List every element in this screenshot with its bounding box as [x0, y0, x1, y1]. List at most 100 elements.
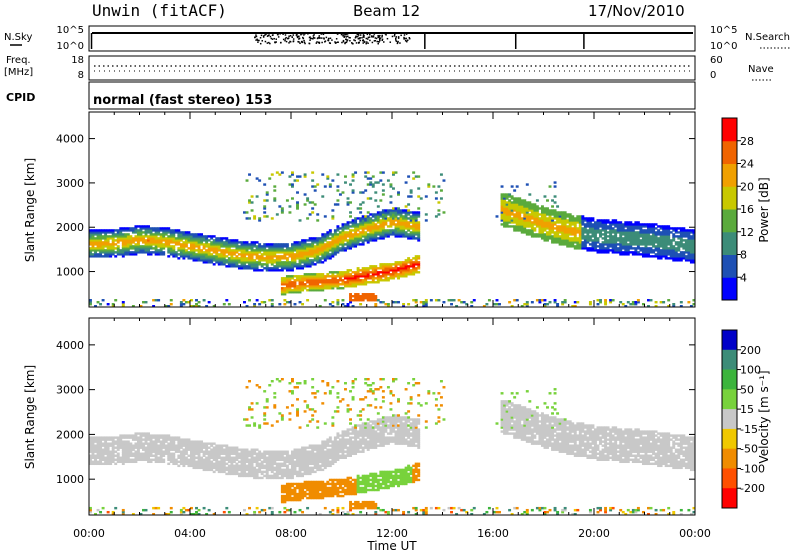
power-cell	[687, 237, 691, 240]
power-cell	[298, 281, 302, 284]
power-cell	[273, 255, 277, 258]
power-cell	[386, 303, 390, 306]
power-cell	[530, 235, 534, 238]
power-cell	[197, 251, 201, 254]
power-cell	[265, 251, 269, 254]
power-cell	[326, 243, 330, 246]
velocity-cell	[119, 436, 123, 439]
power-cell	[311, 249, 315, 252]
velocity-cell	[134, 452, 138, 455]
power-cell	[265, 261, 269, 264]
power-cell	[402, 275, 406, 278]
power-cell	[89, 303, 92, 306]
power-cell	[404, 219, 408, 222]
power-cell	[624, 221, 628, 224]
power-cell	[230, 251, 234, 254]
power-cell	[109, 229, 113, 232]
power-cell	[588, 239, 592, 242]
velocity-cell	[192, 460, 196, 464]
power-cell	[384, 217, 388, 220]
power-cell	[546, 213, 549, 216]
power-cell	[182, 257, 186, 260]
velocity-cell	[106, 460, 110, 464]
velocity-cell	[162, 454, 166, 457]
power-cell	[333, 279, 337, 282]
power-cell	[328, 303, 332, 306]
power-cell	[626, 249, 630, 252]
power-cell	[232, 263, 236, 266]
power-cell	[142, 225, 145, 228]
power-cell	[316, 277, 320, 280]
power-cell	[116, 247, 120, 250]
power-cell	[280, 207, 284, 210]
power-cell	[124, 251, 128, 254]
velocity-cell	[89, 508, 92, 512]
velocity-cell	[227, 464, 231, 468]
power-cell	[369, 275, 373, 278]
power-cell	[288, 285, 292, 288]
nsky-point	[282, 33, 284, 35]
power-cell	[356, 241, 360, 244]
velocity-cell	[210, 442, 214, 445]
velocity-cell	[167, 444, 171, 447]
velocity-cell	[248, 460, 251, 464]
power-cell	[205, 249, 209, 252]
power-cell	[220, 255, 224, 258]
power-cell	[535, 299, 539, 302]
power-cell	[369, 281, 373, 284]
power-cell	[152, 237, 156, 240]
power-cell	[222, 241, 226, 244]
power-cell	[578, 235, 582, 238]
power-cell	[109, 251, 113, 254]
power-cell	[631, 233, 635, 236]
power-cell	[359, 225, 363, 228]
power-cell	[154, 249, 158, 252]
power-cell	[397, 213, 400, 216]
velocity-cell	[119, 442, 123, 445]
nsky-point	[259, 42, 262, 45]
power-cell	[644, 225, 648, 228]
power-cell	[346, 285, 350, 288]
velocity-cell	[225, 444, 229, 447]
velocity-cell	[184, 448, 188, 451]
nsky-point	[321, 37, 323, 39]
power-cell	[664, 251, 668, 254]
velocity-cell	[260, 462, 264, 466]
power-cell	[503, 197, 507, 200]
power-cell	[679, 251, 683, 254]
power-cell	[672, 257, 676, 260]
power-cell	[505, 215, 509, 218]
nsky-point	[282, 38, 285, 41]
power-cell	[684, 247, 688, 250]
power-cell	[389, 269, 393, 272]
velocity-cell	[222, 450, 226, 453]
velocity-cell	[260, 454, 264, 457]
power-cell	[331, 271, 335, 274]
power-cell	[283, 245, 287, 248]
power-cell	[540, 233, 544, 236]
velocity-cell	[164, 450, 168, 453]
power-cell	[344, 271, 347, 274]
power-cell	[624, 237, 628, 240]
velocity-cell	[157, 444, 161, 447]
power-cell	[563, 211, 567, 214]
velocity-cell	[230, 452, 234, 455]
power-cell	[470, 301, 474, 304]
power-cell	[414, 269, 418, 272]
power-cell	[270, 251, 274, 254]
power-cell	[296, 279, 299, 282]
velocity-cell	[263, 414, 267, 417]
power-cell	[296, 257, 299, 260]
power-cell	[248, 255, 251, 258]
power-cell	[303, 273, 307, 276]
power-cell	[263, 253, 267, 256]
power-cell	[533, 229, 537, 232]
power-cell	[374, 273, 378, 276]
nsky-point	[372, 35, 375, 37]
power-cell	[364, 175, 368, 178]
nsky-point	[303, 41, 306, 44]
power-cell	[571, 237, 575, 240]
velocity-cell	[220, 464, 224, 468]
power-cell	[195, 305, 198, 308]
